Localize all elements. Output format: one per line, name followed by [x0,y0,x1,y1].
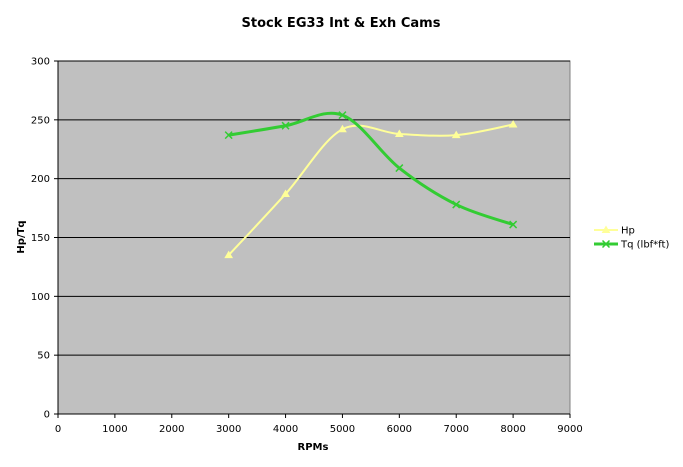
y-tick-label: 300 [31,57,50,68]
x-tick-label: 1000 [102,424,127,435]
data-point [508,120,518,128]
data-point [338,124,347,133]
series-group [224,111,518,259]
series-line [228,111,514,226]
x-tick-label: 6000 [387,424,412,435]
y-axis-ticks: 0 50 100 150 200 250 300 [31,57,58,421]
chart-title: Stock EG33 Int & Exh Cams [242,16,441,31]
y-tick-label: 50 [37,351,50,362]
legend-label: Hp [621,226,635,237]
x-tick-label: 3000 [216,424,241,435]
data-point [224,250,234,259]
data-point [451,130,461,139]
x-tick-label: 9000 [557,424,582,435]
x-tick-label: 0 [55,424,61,435]
x-tick-label: 7000 [443,424,468,435]
data-point [395,164,404,173]
x-tick-label: 2000 [159,424,184,435]
data-point [394,129,404,137]
legend-label: Tq (lbf*ft) [620,240,669,251]
y-tick-label: 250 [31,115,50,126]
legend: Hp Tq (lbf*ft) [594,226,669,251]
x-tick-label: 8000 [500,424,525,435]
x-tick-label: 5000 [330,424,355,435]
x-axis-title: RPMs [298,442,329,453]
data-point [281,189,290,197]
legend-item: Tq (lbf*ft) [594,240,669,251]
data-point [224,131,233,140]
data-point [509,220,518,229]
legend-marker [601,225,611,233]
x-axis-ticks: 0 1000 2000 3000 4000 5000 6000 7000 8000 9000 [55,414,583,435]
y-tick-label: 0 [44,410,50,421]
gridlines [58,60,570,356]
data-point [281,121,290,130]
data-point [338,111,347,120]
legend-item: Hp [594,226,635,237]
data-point [452,200,461,209]
y-tick-label: 100 [31,292,50,303]
legend-marker [601,239,611,249]
y-tick-label: 150 [31,233,50,244]
x-tick-label: 4000 [273,424,298,435]
y-axis-title: Hp/Tq [16,220,27,253]
y-tick-label: 200 [31,174,50,185]
series-tq [224,111,518,229]
